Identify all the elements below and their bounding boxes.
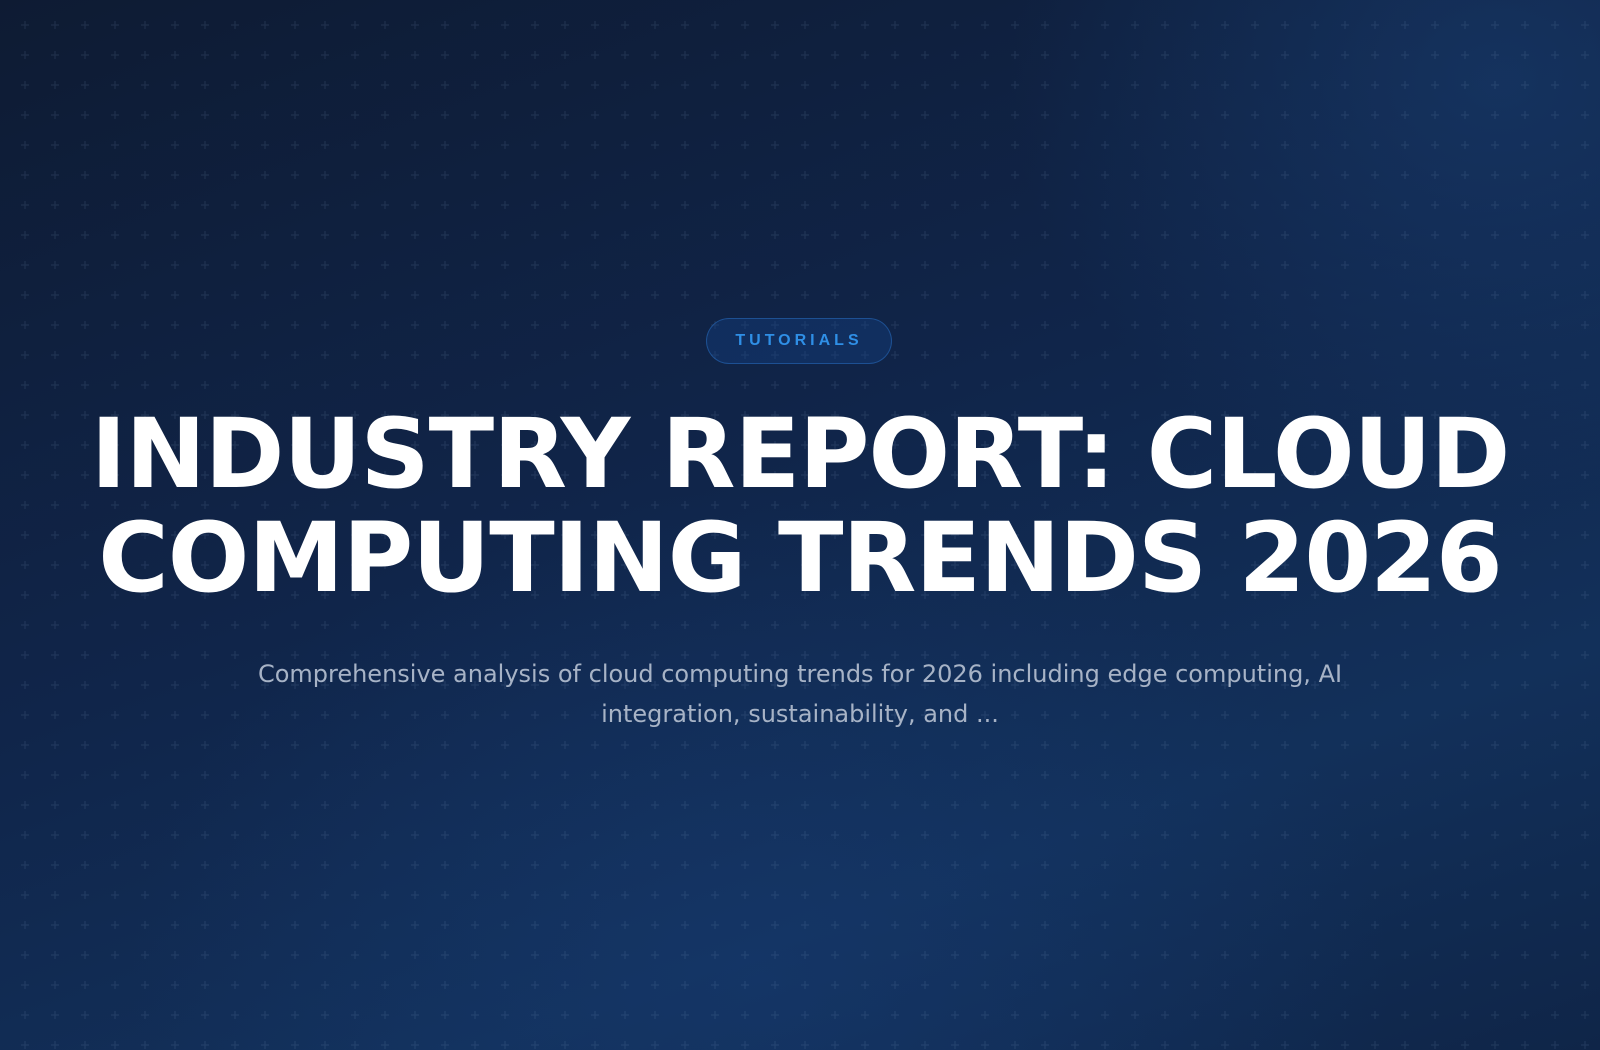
category-badge[interactable]: TUTORIALS bbox=[706, 318, 892, 364]
page-subtitle: Comprehensive analysis of cloud computin… bbox=[257, 660, 1343, 728]
page-title: INDUSTRY REPORT: CLOUD COMPUTING TRENDS … bbox=[90, 398, 1511, 614]
